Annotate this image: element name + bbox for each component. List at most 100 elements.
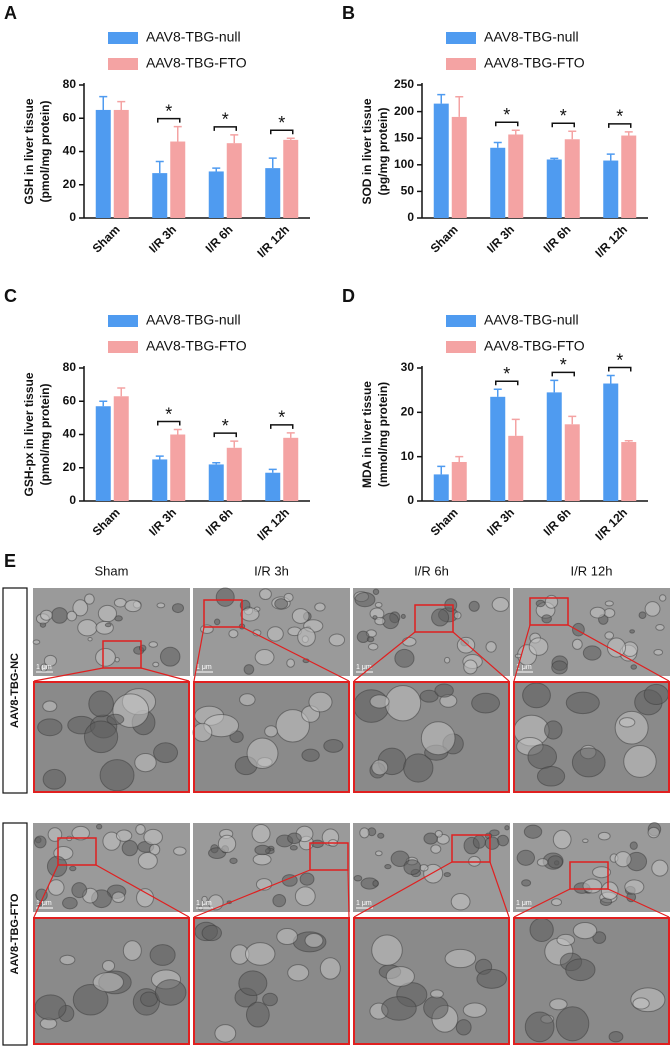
y-tick-label: 200 [394, 104, 414, 118]
error-bar [155, 455, 164, 460]
micrograph-texture [59, 954, 76, 966]
micrograph-texture [536, 858, 549, 867]
x-tick-label: I/R 6h [541, 505, 574, 538]
micrograph-texture [259, 588, 272, 601]
error-bar [550, 157, 559, 160]
row-label-box [2, 822, 28, 1046]
error-bar [606, 153, 615, 161]
micrograph-texture [228, 629, 239, 639]
micrograph-texture [328, 633, 346, 647]
error-bar [117, 387, 126, 397]
y-tick-label: 80 [63, 360, 77, 374]
error-bar [173, 125, 182, 142]
scale-bar-label: 1 μm [356, 900, 372, 907]
micrograph-texture [124, 599, 142, 613]
chart: C AAV8-TBG-null AAV8-TBG-FTO GSH-px in live… [4, 286, 310, 543]
bar [226, 447, 242, 501]
legend-swatch [108, 32, 138, 44]
micrograph-texture [114, 656, 120, 663]
legend-label: AAV8-TBG-null [484, 29, 579, 45]
micrograph-texture [272, 893, 287, 908]
micrograph-texture [431, 608, 450, 627]
micrograph-texture [136, 888, 155, 908]
significance-mark: * [560, 355, 567, 375]
micrograph-texture [275, 709, 310, 743]
legend-swatch [108, 315, 138, 327]
legend-label: AAV8-TBG-null [146, 29, 241, 45]
legend-swatch [446, 341, 476, 353]
bar [152, 173, 168, 218]
bar [451, 116, 467, 218]
row-label: AAV8-TBG-NC [9, 653, 21, 728]
micrograph-texture [192, 722, 213, 742]
micrograph-texture [40, 663, 48, 672]
micrograph-texture [148, 641, 159, 648]
bar [283, 139, 299, 218]
micrograph-texture [606, 637, 627, 658]
micrograph-texture [535, 599, 546, 608]
micrograph-texture [215, 587, 235, 607]
error-bar [624, 439, 633, 443]
bar [265, 168, 281, 218]
error-bar [173, 428, 182, 435]
error-bar [268, 157, 277, 169]
micrograph-texture [140, 991, 158, 1007]
micrograph-texture [423, 995, 449, 1020]
micrograph-texture [582, 645, 602, 661]
significance-mark: * [278, 408, 285, 428]
micrograph-texture [372, 880, 380, 887]
y-tick-label: 0 [407, 493, 414, 507]
micrograph-texture [420, 721, 456, 756]
y-axis-title: SOD in liver tissue [360, 98, 374, 204]
bar [170, 141, 186, 218]
bar [490, 147, 506, 218]
micrograph-texture [88, 690, 114, 718]
y-tick-label: 0 [407, 210, 414, 224]
micrograph-texture [653, 649, 664, 656]
micrograph-texture [618, 717, 636, 728]
micrograph-texture [291, 608, 310, 624]
x-tick-label: Sham [428, 505, 461, 538]
y-axis-title: (pmol/mg protein) [38, 384, 52, 486]
micrograph-texture [71, 825, 90, 841]
error-bar [286, 432, 295, 438]
significance-bracket [551, 122, 575, 128]
panel-label: C [4, 286, 17, 306]
y-tick-label: 250 [394, 77, 414, 91]
bar [283, 437, 299, 501]
panel-label: D [342, 286, 355, 306]
micrograph-texture [106, 713, 125, 726]
bar [603, 160, 619, 218]
micrograph-texture [134, 752, 157, 773]
panel-label: B [342, 3, 355, 23]
zoom-line [353, 631, 416, 682]
micrograph-texture [104, 622, 112, 628]
zoom-line [567, 624, 670, 682]
bar [546, 159, 562, 218]
micrograph-texture [608, 1030, 624, 1043]
y-tick-label: 20 [63, 177, 77, 191]
error-bar [624, 131, 633, 136]
micrograph-texture [571, 638, 583, 650]
zoom-line [33, 864, 59, 918]
micrograph-texture [299, 872, 315, 886]
chart: B AAV8-TBG-null AAV8-TBG-FTO SOD in liver t… [342, 3, 648, 260]
micrograph-texture [42, 700, 58, 713]
micrograph-texture [444, 948, 477, 969]
column-header: Sham [95, 563, 129, 578]
y-tick-label: 40 [63, 427, 77, 441]
micrograph-texture [489, 829, 500, 837]
micrograph-texture [390, 850, 410, 868]
significance-bracket [157, 117, 181, 123]
scale-bar-label: 1 μm [356, 664, 372, 671]
x-tick-label: I/R 6h [203, 222, 236, 255]
micrograph-texture [101, 959, 116, 972]
micrograph-texture [281, 874, 298, 887]
error-bar [99, 95, 108, 110]
significance-mark: * [222, 416, 229, 436]
panel-label: E [4, 551, 16, 571]
micrograph-texture [455, 1019, 472, 1036]
scale-bar-label: 1 μm [196, 900, 212, 907]
scale-bar-label: 1 μm [36, 664, 52, 671]
micrograph-texture [450, 892, 471, 911]
